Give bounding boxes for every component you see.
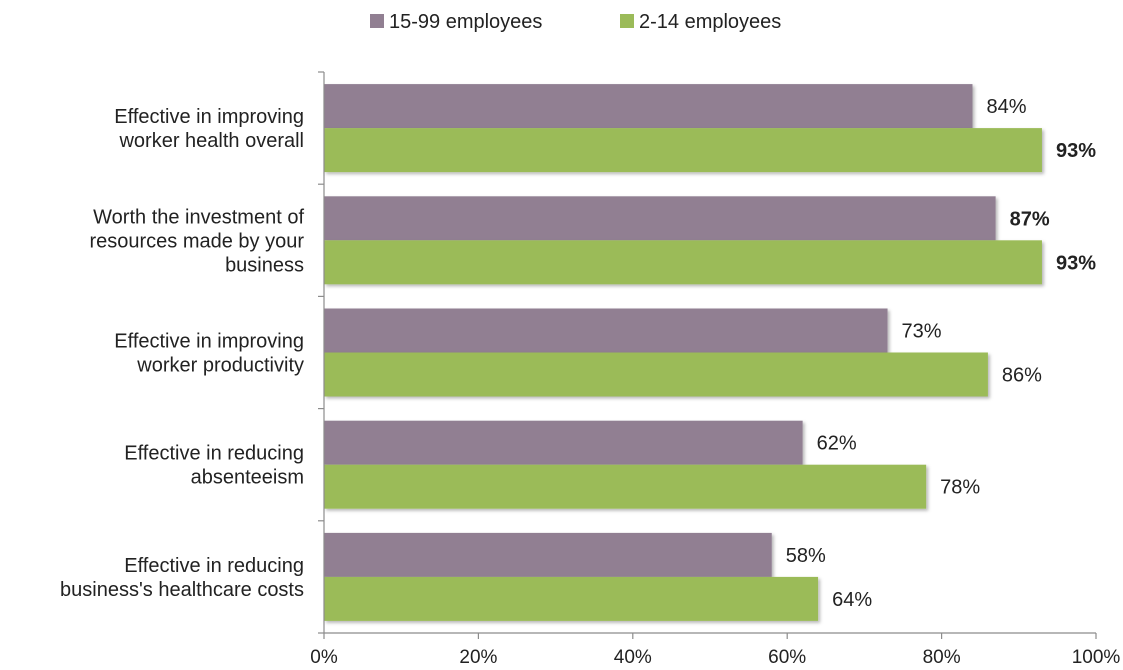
category-label-line: business's healthcare costs bbox=[60, 579, 304, 601]
legend-label: 15-99 employees bbox=[389, 11, 542, 33]
x-tick-label: 60% bbox=[768, 647, 806, 668]
legend-swatch bbox=[620, 14, 634, 28]
data-label: 87% bbox=[1010, 208, 1050, 230]
bar-small-5 bbox=[324, 576, 819, 621]
x-tick-label: 20% bbox=[459, 647, 497, 668]
bars-group bbox=[324, 84, 1042, 621]
data-label: 93% bbox=[1056, 140, 1096, 162]
bar-small-4 bbox=[324, 464, 927, 509]
data-label: 58% bbox=[786, 545, 826, 567]
legend-label: 2-14 employees bbox=[639, 11, 781, 33]
category-label-line: worker health overall bbox=[118, 130, 304, 152]
axes-group: 0% 20% 40% 60% 80% 100% bbox=[310, 71, 1121, 668]
bar-large-1 bbox=[324, 84, 973, 129]
bar-large-2 bbox=[324, 196, 996, 241]
x-tick-label: 40% bbox=[614, 647, 652, 668]
category-label-line: business bbox=[225, 254, 304, 276]
bar-large-5 bbox=[324, 532, 772, 577]
data-label: 73% bbox=[902, 321, 942, 343]
data-label: 84% bbox=[986, 96, 1026, 118]
category-label: Effective in reducing business's healthca… bbox=[60, 555, 304, 601]
category-label: Effective in improving worker health over… bbox=[114, 106, 304, 152]
legend: 15-99 employees 2-14 employees bbox=[370, 11, 781, 33]
category-label-line: Effective in reducing bbox=[124, 555, 304, 577]
data-label: 64% bbox=[832, 589, 872, 611]
category-label: Effective in reducing absenteeism bbox=[124, 443, 304, 489]
category-label: Worth the investment of resources made by… bbox=[89, 206, 304, 276]
data-label: 86% bbox=[1002, 365, 1042, 387]
category-label-line: resources made by your bbox=[89, 230, 304, 252]
x-tick-label: 100% bbox=[1072, 647, 1121, 668]
category-label-line: worker productivity bbox=[136, 355, 304, 377]
category-label-line: Effective in reducing bbox=[124, 443, 304, 465]
category-label-line: Effective in improving bbox=[114, 331, 304, 353]
bar-large-4 bbox=[324, 420, 803, 465]
data-label: 78% bbox=[940, 477, 980, 499]
legend-swatch bbox=[370, 14, 384, 28]
category-label: Effective in improving worker productivit… bbox=[114, 331, 304, 377]
bar-small-2 bbox=[324, 240, 1042, 285]
data-label: 93% bbox=[1056, 252, 1096, 274]
bar-small-1 bbox=[324, 128, 1042, 173]
category-label-line: Worth the investment of bbox=[93, 206, 304, 228]
category-label-line: absenteeism bbox=[191, 467, 304, 489]
x-tick-label: 80% bbox=[923, 647, 961, 668]
bar-large-3 bbox=[324, 308, 888, 353]
data-label: 62% bbox=[817, 433, 857, 455]
x-tick-label: 0% bbox=[310, 647, 338, 668]
category-label-line: Effective in improving bbox=[114, 106, 304, 128]
bar-small-3 bbox=[324, 352, 988, 397]
labels-group: 84%93%Effective in improving worker healt… bbox=[60, 96, 1096, 611]
